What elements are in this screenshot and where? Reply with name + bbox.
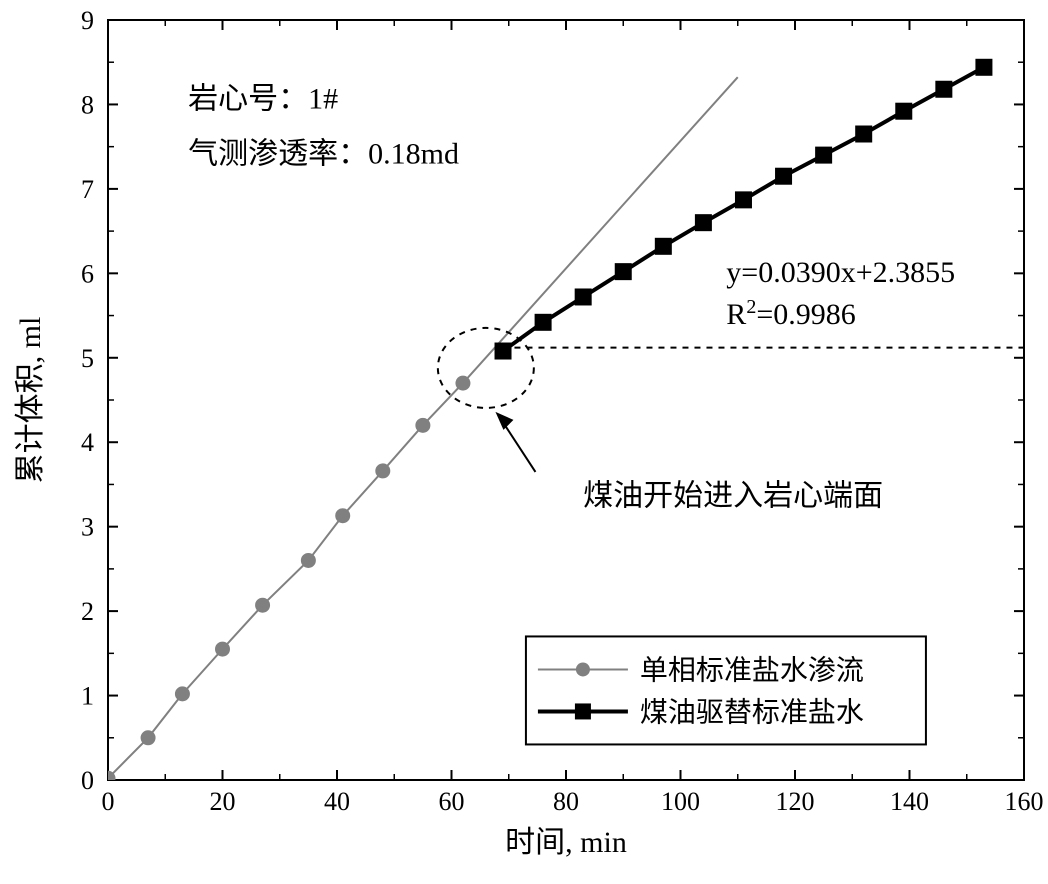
- gray-series-marker: [336, 509, 350, 523]
- ytick-label: 6: [81, 259, 94, 288]
- permeability-label: 气测渗透率：0.18md: [188, 138, 459, 171]
- core-number-label: 岩心号：1#: [188, 83, 338, 116]
- gray-series-marker: [141, 731, 155, 745]
- ytick-label: 0: [81, 766, 94, 795]
- xtick-label: 20: [210, 787, 236, 816]
- xtick-label: 40: [324, 787, 350, 816]
- xtick-label: 140: [890, 787, 929, 816]
- ytick-label: 3: [81, 513, 94, 542]
- ytick-label: 1: [81, 682, 94, 711]
- black-series-marker: [776, 168, 792, 184]
- ytick-label: 8: [81, 90, 94, 119]
- gray-series-marker: [175, 687, 189, 701]
- legend: 单相标准盐水渗流煤油驱替标准盐水: [526, 636, 926, 744]
- black-series-marker: [936, 81, 952, 97]
- black-series-marker: [655, 238, 671, 254]
- black-series-marker: [615, 264, 631, 280]
- ytick-label: 4: [81, 428, 94, 457]
- legend-entry-label: 单相标准盐水渗流: [640, 654, 864, 686]
- transition-label: 煤油开始进入岩心端面: [583, 480, 883, 513]
- xlabel: 时间, min: [505, 826, 627, 859]
- arrow-shaft: [501, 420, 535, 472]
- black-series-marker: [816, 147, 832, 163]
- xtick-label: 60: [439, 787, 465, 816]
- black-series-marker: [735, 192, 751, 208]
- black-series-marker: [695, 215, 711, 231]
- chart-svg: 0 20 40 60 80 100 120 140 160 0 1 2 3 4 5 6 7 8 9 时间, min 累计…: [0, 0, 1048, 884]
- black-series-marker: [495, 343, 511, 359]
- gray-series-marker: [301, 553, 315, 567]
- fit-equation: y=0.0390x+2.3855: [726, 256, 955, 289]
- xtick-label: 0: [102, 787, 115, 816]
- gray-series-marker: [416, 418, 430, 432]
- xtick-label: 160: [1005, 787, 1044, 816]
- gray-series-marker: [256, 598, 270, 612]
- xtick-label: 80: [553, 787, 579, 816]
- gray-series-marker: [376, 464, 390, 478]
- xtick-label: 100: [661, 787, 700, 816]
- black-series-marker: [575, 289, 591, 305]
- legend-entry-label: 煤油驱替标准盐水: [640, 696, 864, 728]
- black-series-marker: [856, 126, 872, 142]
- ytick-label: 7: [81, 175, 94, 204]
- transition-ring: [438, 328, 534, 408]
- chart-wrapper: 0 20 40 60 80 100 120 140 160 0 1 2 3 4 5 6 7 8 9 时间, min 累计…: [0, 0, 1048, 884]
- black-series-marker: [976, 59, 992, 75]
- black-series-marker: [896, 103, 912, 119]
- arrow-head-icon: [495, 412, 513, 430]
- fit-r2: R2=0.9986: [726, 296, 855, 331]
- ytick-label: 9: [81, 6, 94, 35]
- ylabel: 累计体积, ml: [14, 317, 47, 484]
- ytick-label: 2: [81, 597, 94, 626]
- ytick-label: 5: [81, 344, 94, 373]
- xtick-label: 120: [776, 787, 815, 816]
- black-series-marker: [535, 314, 551, 330]
- gray-series-marker: [216, 642, 230, 656]
- gray-series-marker: [101, 771, 115, 785]
- gray-series-marker: [456, 376, 470, 390]
